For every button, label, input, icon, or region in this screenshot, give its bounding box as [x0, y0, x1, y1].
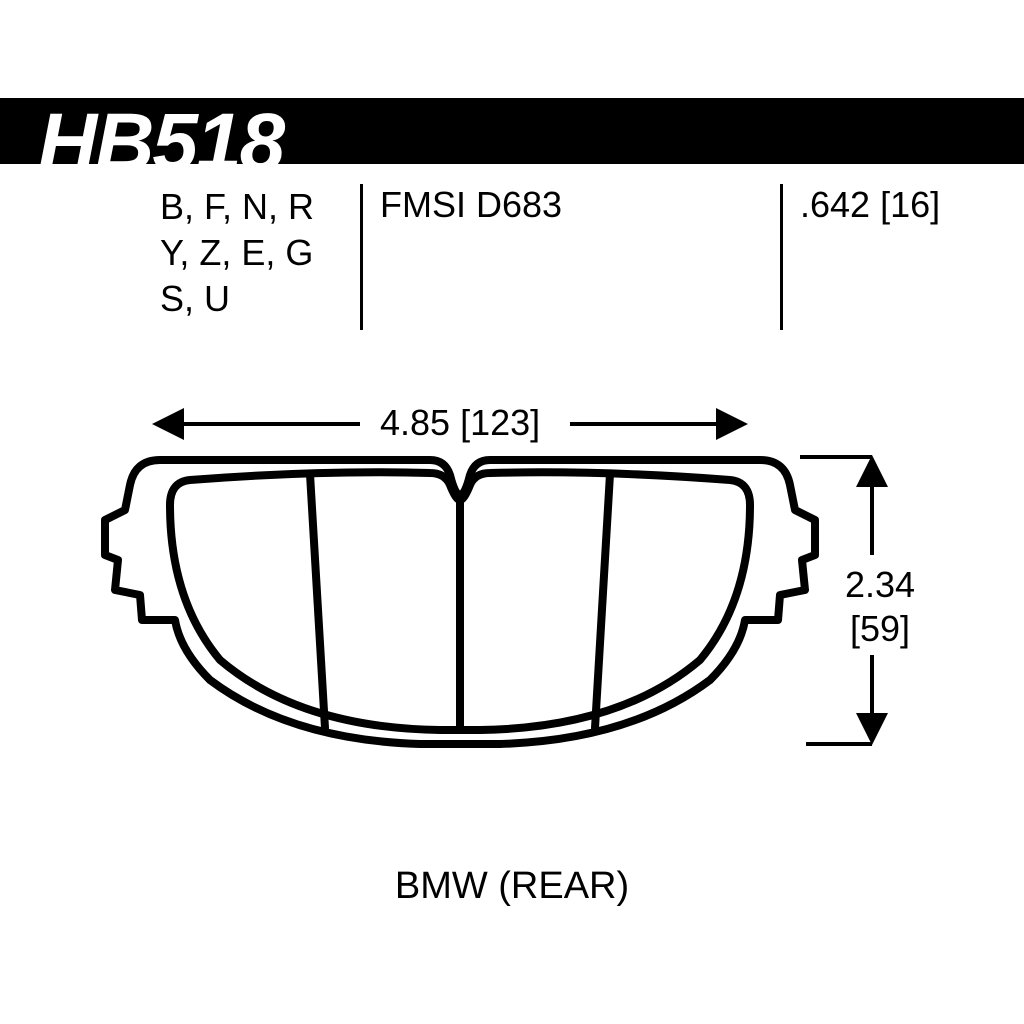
dim-line	[870, 485, 874, 555]
arrow-up-icon	[856, 455, 888, 487]
thickness-value: .642 [16]	[800, 184, 940, 226]
height-label: 2.34 [59]	[845, 563, 915, 651]
fmsi-code: FMSI D683	[380, 184, 562, 226]
application-label: BMW (REAR)	[0, 865, 1024, 908]
brake-pad-outline	[100, 450, 820, 760]
height-dimension: 2.34 [59]	[850, 455, 1020, 745]
arrow-right-icon	[716, 408, 748, 440]
width-dimension: 4.85 [123]	[150, 398, 750, 448]
dim-line	[870, 655, 874, 715]
width-label: 4.85 [123]	[380, 402, 540, 444]
arrow-down-icon	[856, 713, 888, 745]
divider-1	[360, 184, 363, 330]
divider-2	[780, 184, 783, 330]
part-number: HB518	[38, 96, 283, 190]
compound-codes: B, F, N, R Y, Z, E, G S, U	[160, 184, 314, 322]
dim-line	[180, 422, 360, 426]
dim-line	[570, 422, 720, 426]
spec-row: B, F, N, R Y, Z, E, G S, U FMSI D683 .64…	[0, 184, 1024, 344]
